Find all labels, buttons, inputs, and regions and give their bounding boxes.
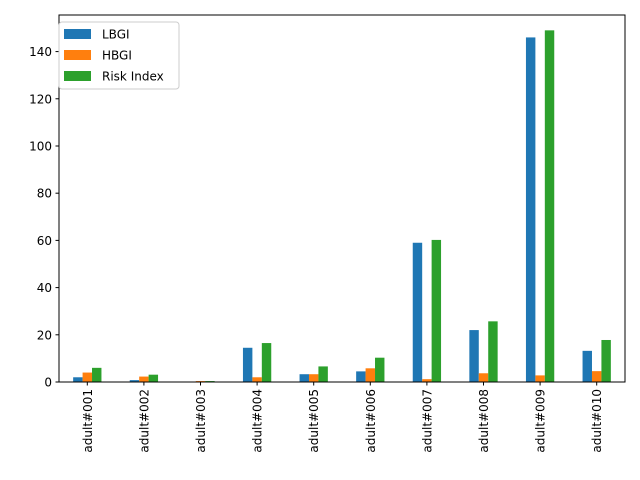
bar-lbgi-adult004: [242, 347, 253, 382]
bar-hbgi-adult008: [478, 373, 489, 382]
bars-group: [73, 30, 611, 383]
x-tick-label: adult#002: [137, 389, 151, 453]
legend: LBGI HBGI Risk Index: [58, 21, 180, 90]
legend-label: HBGI: [102, 49, 132, 63]
bar-lbgi-adult009: [525, 37, 536, 382]
bar-hbgi-adult002: [139, 376, 149, 382]
bar-risk-index-adult002: [148, 374, 159, 382]
x-tick-label: adult#010: [590, 389, 604, 453]
bar-risk-index-adult008: [488, 321, 498, 382]
bar-hbgi-adult007: [422, 379, 432, 382]
legend-label: Risk Index: [102, 70, 164, 84]
x-tick-label: adult#001: [81, 389, 95, 453]
y-tick-label: 60: [37, 234, 52, 248]
y-tick-label: 20: [37, 328, 52, 342]
x-tick-label: adult#003: [194, 389, 208, 453]
x-tick-label: adult#006: [364, 389, 378, 453]
y-tick-label: 100: [29, 139, 52, 153]
bar-risk-index-adult004: [261, 343, 272, 382]
y-tick-label: 80: [37, 187, 52, 201]
bar-hbgi-adult001: [82, 372, 93, 382]
bar-lbgi-adult007: [412, 242, 423, 382]
legend-swatch: [64, 50, 91, 60]
y-tick-label: 140: [29, 45, 52, 59]
bar-lbgi-adult006: [356, 371, 366, 382]
x-tick-label: adult#004: [251, 389, 265, 453]
legend-swatch: [64, 71, 91, 81]
y-axis: 0 20 40 60 80 100 120 140: [29, 45, 59, 390]
bar-hbgi-adult004: [252, 377, 262, 382]
bar-lbgi-adult008: [469, 330, 479, 382]
bar-lbgi-adult010: [582, 350, 592, 382]
y-tick-label: 40: [37, 281, 52, 295]
legend-swatch: [64, 29, 91, 39]
bar-risk-index-adult005: [318, 366, 328, 382]
y-tick-label: 120: [29, 92, 52, 106]
x-tick-label: adult#009: [534, 389, 548, 453]
bar-risk-index-adult010: [601, 339, 611, 382]
x-tick-label: adult#005: [307, 389, 321, 453]
bar-risk-index-adult001: [92, 367, 102, 382]
legend-label: LBGI: [102, 28, 130, 42]
bar-risk-index-adult007: [431, 239, 442, 382]
bar-lbgi-adult005: [299, 374, 309, 382]
x-tick-label: adult#008: [477, 389, 491, 453]
bar-hbgi-adult010: [591, 371, 602, 382]
bar-lbgi-adult002: [129, 380, 140, 382]
bar-risk-index-adult009: [544, 30, 555, 383]
x-axis: adult#001 adult#002 adult#003 adult#004 adul…: [81, 382, 604, 453]
bar-hbgi-adult006: [365, 368, 376, 382]
bar-hbgi-adult009: [535, 375, 545, 382]
bar-hbgi-adult005: [308, 374, 319, 382]
plot-frame: [58, 14, 626, 383]
bar-risk-index-adult006: [375, 357, 385, 382]
x-tick-label: adult#007: [420, 389, 434, 453]
bar-lbgi-adult001: [73, 377, 83, 382]
y-tick-label: 0: [44, 376, 52, 390]
